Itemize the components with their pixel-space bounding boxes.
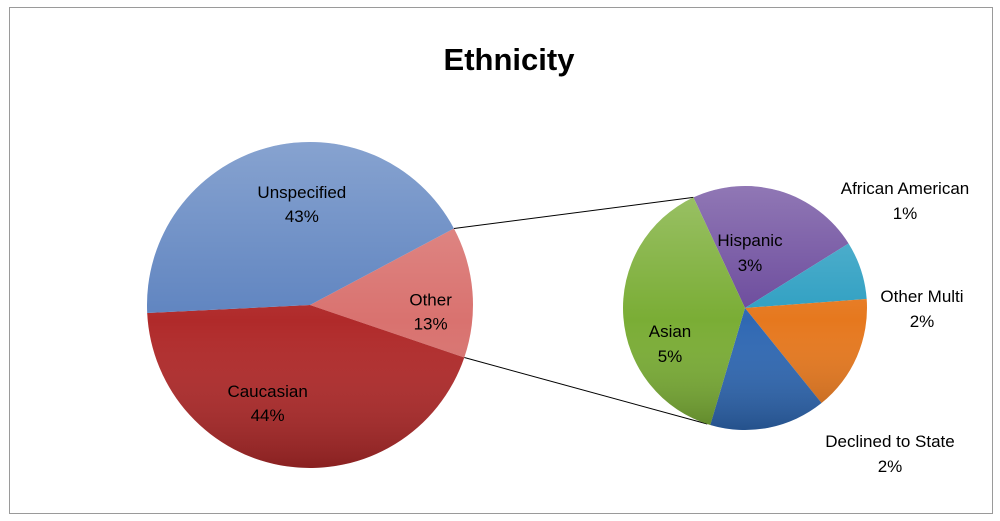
label-african-american: African American	[841, 179, 970, 198]
value-other-multi: 2%	[910, 312, 935, 331]
value-african-american: 1%	[893, 204, 918, 223]
label-caucasian: Caucasian	[227, 382, 307, 401]
chart-frame: Ethnicity Other 13% Caucasian 44% Unspecifie…	[9, 7, 993, 514]
label-unspecified: Unspecified	[257, 183, 346, 202]
value-unspecified: 43%	[285, 207, 319, 226]
ethnicity-pie-of-pie-chart: Ethnicity Other 13% Caucasian 44% Unspecifie…	[146, 42, 969, 476]
chart-title: Ethnicity	[444, 42, 576, 77]
label-other: Other	[409, 291, 452, 310]
value-caucasian: 44%	[251, 406, 285, 425]
value-declined-to-state: 2%	[878, 457, 903, 476]
label-hispanic: Hispanic	[717, 231, 783, 250]
secondary-pie	[623, 185, 868, 430]
label-other-multi: Other Multi	[880, 287, 963, 306]
value-asian: 5%	[658, 347, 683, 366]
label-asian: Asian	[649, 322, 692, 341]
value-hispanic: 3%	[738, 256, 763, 275]
label-declined-to-state: Declined to State	[825, 432, 954, 451]
value-other: 13%	[414, 315, 448, 334]
data-labels: Other 13% Caucasian 44% Unspecified 43% Hispan…	[227, 179, 969, 476]
